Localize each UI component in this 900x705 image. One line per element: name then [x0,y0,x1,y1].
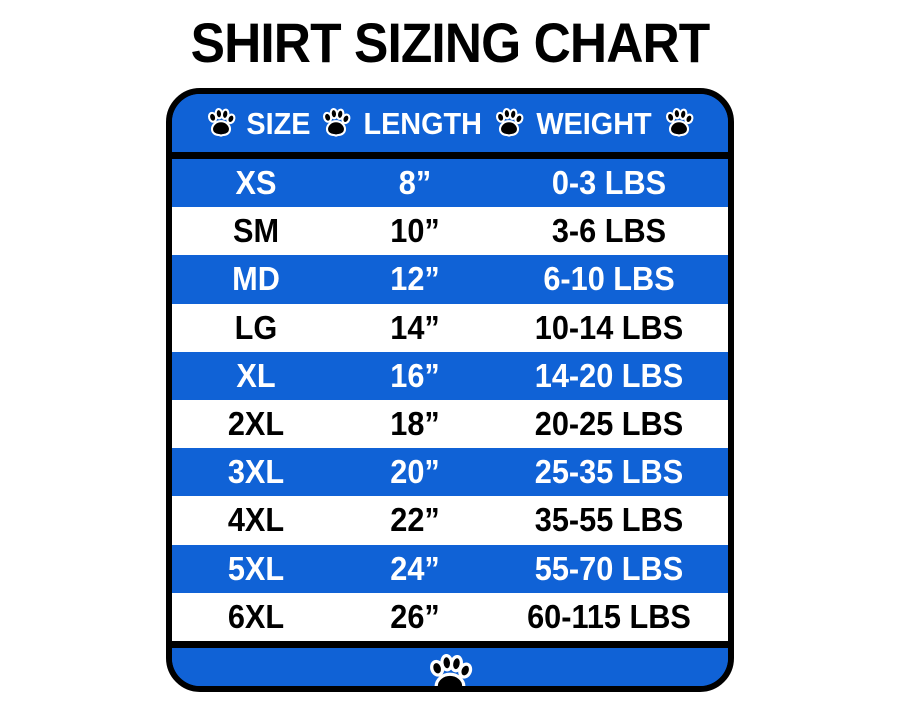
table-body: XS 8” 0-3 LBS SM 10” 3-6 LBS MD 12” 6-10 LBS LG 14… [172,159,728,641]
cell-length: 10” [390,212,440,250]
paw-print-icon [427,653,473,686]
table-row: 4XL 22” 35-55 LBS [172,496,728,545]
table-header-row: SIZE LENGTH [172,94,728,159]
table-row: LG 14” 10-14 LBS [172,303,728,352]
table-row: 5XL 24” 55-70 LBS [172,544,728,593]
cell-length: 20” [390,453,440,491]
column-header-size: SIZE [246,105,311,141]
cell-size: 5XL [227,549,285,587]
table-row: 2XL 18” 20-25 LBS [172,399,728,449]
table-row: 6XL 26” 60-115 LBS [172,592,728,641]
cell-length: 26” [390,597,440,635]
page-title: SHIRT SIZING CHART [190,11,711,74]
cell-length: 24” [390,549,440,587]
cell-size: LG [234,308,278,346]
column-header-length: LENGTH [363,105,482,141]
table-row: 3XL 20” 25-35 LBS [172,448,728,497]
cell-length: 8” [398,164,432,202]
cell-weight: 35-55 LBS [534,501,684,539]
cell-weight: 10-14 LBS [534,308,684,346]
table-row: XS 8” 0-3 LBS [172,159,728,208]
cell-weight: 20-25 LBS [534,405,684,443]
table-footer [172,640,728,686]
cell-length: 18” [390,405,440,443]
cell-size: MD [232,260,280,298]
paw-print-icon [206,108,236,138]
cell-length: 14” [390,308,440,346]
cell-size: 3XL [227,453,285,491]
cell-weight: 25-35 LBS [534,453,684,491]
cell-weight: 0-3 LBS [551,164,667,202]
paw-print-icon [321,108,351,138]
cell-size: XS [235,164,277,202]
cell-length: 16” [390,356,440,394]
cell-weight: 3-6 LBS [551,212,667,250]
table-row: SM 10” 3-6 LBS [172,207,728,256]
paw-print-icon [664,108,694,138]
cell-length: 12” [390,260,440,298]
column-header-weight: WEIGHT [536,105,652,141]
table-row: MD 12” 6-10 LBS [172,255,728,304]
sizing-table-card: SIZE LENGTH [166,88,734,692]
cell-size: XL [236,356,276,394]
table-row: XL 16” 14-20 LBS [172,351,728,400]
cell-size: 2XL [227,405,285,443]
paw-print-icon [494,108,524,138]
cell-size: 4XL [227,501,285,539]
cell-weight: 55-70 LBS [534,549,684,587]
cell-size: 6XL [227,597,285,635]
cell-length: 22” [390,501,440,539]
cell-size: SM [232,212,280,250]
cell-weight: 6-10 LBS [543,260,675,298]
cell-weight: 60-115 LBS [527,597,691,635]
cell-weight: 14-20 LBS [534,356,684,394]
